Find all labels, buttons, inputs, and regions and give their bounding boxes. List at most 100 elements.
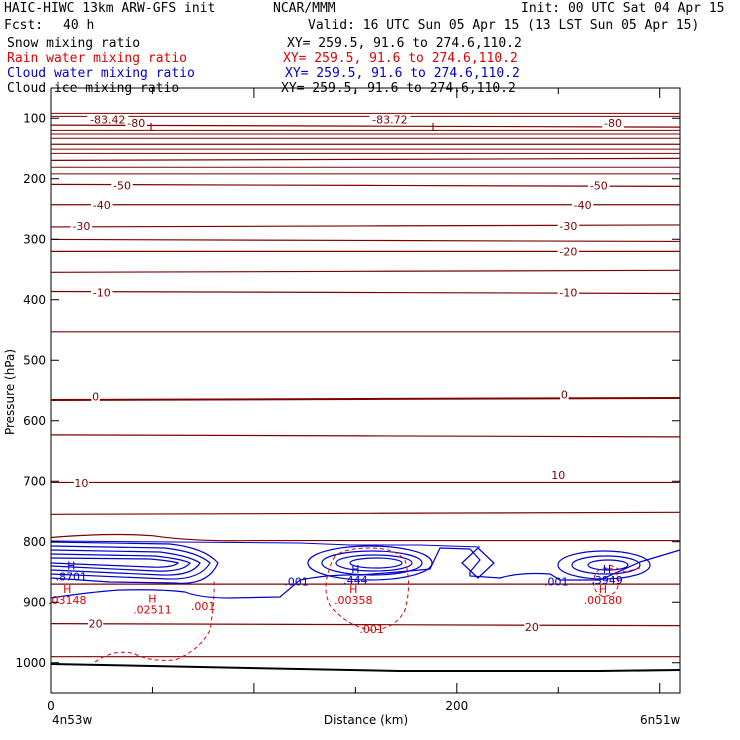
isotherm-label: -40 [574, 199, 592, 212]
cloud-water-contour [571, 555, 641, 575]
forecast-label: Fcst: [4, 18, 44, 33]
cloud-water-contour [50, 549, 201, 576]
cloud-water-contour [50, 545, 211, 580]
isotherm-label: -80 [604, 117, 622, 130]
isotherm-label: 20 [525, 621, 539, 634]
mixing-ratio-label: .001 [359, 623, 384, 636]
isotherm-label: 20 [89, 617, 103, 630]
isotherm-line [50, 269, 681, 273]
field-xy-rain: XY= 259.5, 91.6 to 274.6,110.2 [283, 51, 518, 66]
isotherm-label: -30 [72, 220, 90, 233]
label-background [588, 180, 610, 191]
cloud-water-contour [349, 557, 403, 569]
label-background [90, 287, 113, 298]
y-tick-label: 600 [23, 414, 46, 428]
terrain-line [50, 663, 681, 672]
extremum-value: .8701 [56, 571, 88, 584]
contour-labels: .001 .001 .001 .001 [191, 576, 569, 636]
y-tick-label: 200 [23, 172, 46, 186]
y-axis-label: Pressure (hPa) [3, 349, 17, 435]
label-background [125, 118, 147, 129]
label-background [560, 389, 569, 400]
isotherm-line [50, 434, 681, 438]
label-background [70, 220, 93, 231]
y-tick-label: 700 [23, 474, 46, 488]
label-background [602, 118, 624, 129]
y-tick-label: 900 [23, 595, 46, 609]
extremum-value: .3949 [591, 574, 623, 587]
label-background [557, 287, 580, 298]
temperature-labels: -83.42 -80 -83.72 -80-50 -50-40 -40-30 -30-20-… [70, 113, 624, 634]
isotherm-label: 10 [74, 477, 88, 490]
label-background [88, 618, 104, 629]
high-marker: H [351, 563, 359, 576]
y-tick-label: 400 [23, 293, 46, 307]
label-background [557, 246, 580, 257]
extremum-value: .00180 [584, 594, 623, 607]
isotherm-label: -10 [559, 286, 577, 299]
isotherm-label: 0 [92, 391, 99, 404]
high-marker: H [349, 583, 357, 596]
label-background [557, 220, 580, 231]
init-time: Init: 00 UTC Sat 04 Apr 15 [521, 1, 725, 16]
high-marker: H [148, 592, 156, 605]
isotherm-line [50, 124, 681, 128]
mixing-ratio-label: .001 [191, 600, 216, 613]
isotherm-line [50, 290, 681, 295]
right-endpoint-label: 6n51w [640, 713, 681, 727]
isotherm-line [50, 511, 681, 515]
temperature-contours [50, 112, 681, 658]
cloud-water-contour [557, 550, 651, 580]
rain-water-contour [609, 564, 641, 573]
field-name-rain: Rain water mixing ratio [7, 51, 188, 66]
cloud-water-contour [50, 541, 219, 584]
label-background [90, 199, 113, 210]
field-xy-cloud-water: XY= 259.5, 91.6 to 274.6,110.2 [285, 66, 520, 81]
rain-water-contour [94, 579, 215, 663]
label-background [73, 478, 89, 489]
mixing-ratio-contours [50, 540, 681, 672]
high-marker: H [599, 583, 607, 596]
label-background [91, 391, 100, 402]
plot-frame [50, 87, 681, 694]
isotherm-line [50, 224, 681, 228]
label-background [571, 199, 594, 210]
isotherm-label: -30 [559, 220, 577, 233]
isotherm-label: -50 [113, 179, 131, 192]
isotherm-line [50, 396, 681, 401]
field-name-snow: Snow mixing ratio [7, 36, 141, 51]
field-name-cloud-water: Cloud water mixing ratio [7, 66, 195, 81]
isotherm-label: -10 [93, 286, 111, 299]
y-tick-label: 1000 [15, 656, 46, 670]
isotherm-label: -80 [127, 117, 145, 130]
y-tick-label: 500 [23, 353, 46, 367]
cloud-water-contour [50, 553, 191, 572]
mixing-ratio-label: .001 [284, 576, 309, 589]
label-background [369, 114, 411, 125]
label-background [524, 622, 540, 633]
cloud-water-contour [335, 554, 413, 572]
isotherm-line [50, 157, 681, 161]
x-tick-label: 200 [445, 699, 468, 713]
label-background [111, 180, 133, 191]
y-tick-label: 300 [23, 232, 46, 246]
isotherm-label: -20 [559, 245, 577, 258]
low-marker: L [149, 121, 156, 134]
cloud-water-contour [50, 547, 681, 599]
extremum-value: .03148 [48, 594, 87, 607]
isotherm-line [50, 238, 681, 243]
cloud-water-contour [461, 547, 495, 579]
isotherm-label: -83.72 [372, 113, 407, 126]
cloud-water-contour [307, 545, 433, 581]
left-endpoint-label: 4n53w [52, 713, 93, 727]
forecast-value: 40 h [63, 18, 95, 33]
x-axis-label: Distance (km) [324, 713, 408, 727]
high-marker: H [603, 563, 611, 576]
isotherm-label: 10 [551, 469, 565, 482]
extremum-value: .02511 [133, 603, 172, 616]
isotherm-line [50, 183, 681, 188]
extremum-value: .444 [343, 574, 368, 587]
rain-water-contour [325, 547, 409, 631]
